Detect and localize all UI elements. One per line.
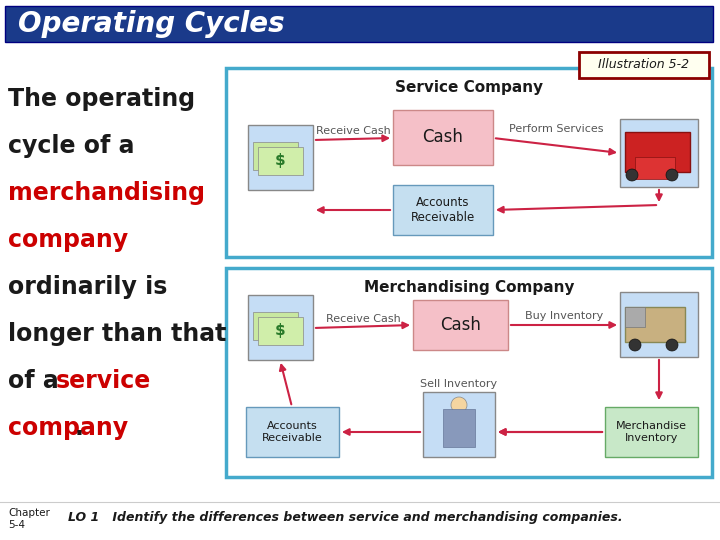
Text: .: . — [74, 416, 84, 440]
Bar — [625, 307, 645, 327]
Text: Chapter
5-4: Chapter 5-4 — [8, 508, 50, 530]
Text: Receive Cash: Receive Cash — [325, 314, 400, 324]
Circle shape — [626, 169, 638, 181]
FancyBboxPatch shape — [226, 268, 712, 477]
Text: Cash: Cash — [423, 129, 464, 146]
Text: The operating: The operating — [8, 87, 195, 111]
Bar — [625, 307, 685, 342]
Text: ordinarily is: ordinarily is — [8, 275, 167, 299]
Text: of a: of a — [8, 369, 67, 393]
Text: Operating Cycles: Operating Cycles — [18, 10, 284, 38]
Bar — [253, 142, 298, 170]
Bar — [605, 407, 698, 457]
Text: Accounts
Receivable: Accounts Receivable — [411, 196, 475, 224]
Circle shape — [666, 169, 678, 181]
Text: $: $ — [275, 152, 285, 167]
Bar — [620, 119, 698, 187]
Bar — [258, 317, 303, 345]
Bar — [423, 392, 495, 457]
Text: company: company — [8, 416, 128, 440]
Bar — [443, 409, 475, 447]
Text: $: $ — [275, 322, 285, 338]
Bar — [246, 407, 339, 457]
Text: Service Company: Service Company — [395, 80, 543, 95]
Bar — [620, 292, 698, 357]
Text: Perform Services: Perform Services — [509, 124, 604, 134]
Text: Accounts
Receivable: Accounts Receivable — [262, 421, 323, 443]
Bar — [253, 312, 298, 340]
Text: cycle of a: cycle of a — [8, 134, 135, 158]
FancyBboxPatch shape — [579, 52, 709, 78]
Text: merchandising: merchandising — [8, 181, 205, 205]
Bar — [258, 147, 303, 175]
Bar — [635, 157, 675, 179]
Bar — [393, 185, 493, 235]
Circle shape — [451, 397, 467, 413]
Bar — [625, 132, 690, 172]
Bar — [248, 125, 313, 190]
Text: LO 1   Identify the differences between service and merchandising companies.: LO 1 Identify the differences between se… — [68, 511, 623, 524]
Bar — [393, 110, 493, 165]
Text: company: company — [8, 228, 128, 252]
Bar — [5, 6, 713, 42]
Text: Buy Inventory: Buy Inventory — [525, 311, 603, 321]
Text: Illustration 5-2: Illustration 5-2 — [598, 58, 690, 71]
Bar — [248, 295, 313, 360]
FancyBboxPatch shape — [226, 68, 712, 257]
Text: longer than that: longer than that — [8, 322, 226, 346]
Text: service: service — [55, 369, 150, 393]
Text: Sell Inventory: Sell Inventory — [420, 379, 498, 389]
Text: Receive Cash: Receive Cash — [315, 126, 390, 136]
Text: Merchandise
Inventory: Merchandise Inventory — [616, 421, 687, 443]
Text: Cash: Cash — [440, 316, 481, 334]
Circle shape — [666, 339, 678, 351]
Bar — [413, 300, 508, 350]
Circle shape — [629, 339, 641, 351]
Text: Merchandising Company: Merchandising Company — [364, 280, 575, 295]
